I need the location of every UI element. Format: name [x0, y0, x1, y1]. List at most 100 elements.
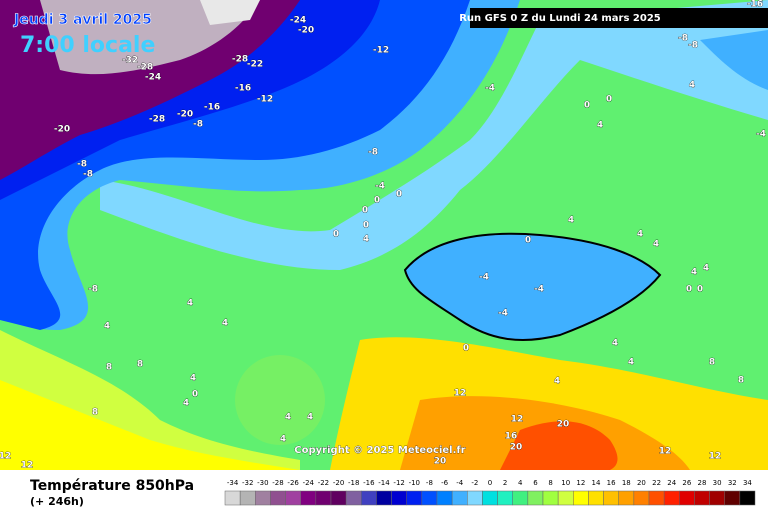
legend-label: -16	[363, 479, 375, 487]
contour-label: -32	[122, 56, 138, 66]
legend-swatch	[330, 490, 347, 506]
contour-label: 4	[568, 216, 574, 226]
legend-label: 10	[561, 479, 570, 487]
contour-label: 0	[584, 101, 590, 111]
contour-label: 4	[628, 358, 634, 368]
contour-label: -8	[688, 41, 698, 51]
contour-label: 0	[362, 206, 368, 216]
contour-label: -16	[235, 84, 251, 94]
legend-swatch	[618, 490, 635, 506]
legend-swatch	[467, 490, 483, 506]
contour-label: -28	[232, 55, 248, 65]
contour-label: 4	[689, 81, 695, 91]
legend-label: 26	[682, 479, 691, 487]
contour-label: -20	[177, 110, 193, 120]
contour-label: -4	[375, 182, 385, 192]
legend-swatch	[648, 490, 665, 506]
legend-swatch	[482, 490, 498, 506]
copyright: Copyright © 2025 Meteociel.fr	[294, 445, 465, 456]
contour-label: -12	[257, 95, 273, 105]
forecast-date: Jeudi 3 avril 2025	[13, 12, 152, 28]
legend-swatch	[436, 490, 453, 506]
legend-swatch	[270, 490, 286, 506]
contour-label: 4	[597, 121, 603, 131]
contour-label: 4	[285, 413, 291, 423]
legend-swatch	[361, 490, 377, 506]
contour-label: -28	[149, 115, 165, 125]
legend-label: 0	[488, 479, 492, 487]
contour-label: 4	[554, 377, 560, 387]
contour-label: 20	[434, 457, 447, 467]
contour-label: -8	[77, 160, 87, 170]
contour-label: -4	[534, 285, 544, 295]
legend-label: 12	[576, 479, 585, 487]
contour-label: -4	[485, 84, 495, 94]
legend-swatch	[527, 490, 544, 506]
contour-label: 12	[454, 389, 467, 399]
legend-label: -34	[227, 479, 239, 487]
contour-label: 16	[505, 432, 518, 442]
legend-label: -32	[242, 479, 253, 487]
legend-swatch	[724, 490, 741, 506]
legend-swatch	[285, 490, 301, 506]
legend-swatch	[255, 490, 271, 506]
legend-swatch	[300, 490, 317, 506]
contour-label: -22	[247, 60, 263, 70]
contour-label: 4	[187, 299, 193, 309]
legend-swatch	[739, 490, 756, 506]
contour-label: -8	[83, 170, 93, 180]
legend-label: 18	[622, 479, 631, 487]
legend-label: -28	[272, 479, 283, 487]
contour-label: 0	[374, 196, 380, 206]
run-info: Run GFS 0 Z du Lundi 24 mars 2025	[459, 13, 661, 24]
legend-swatch	[224, 490, 241, 506]
contour-label: 0	[463, 344, 469, 354]
contour-label: 0	[697, 285, 703, 295]
legend-swatch	[315, 490, 332, 506]
contour-label: 4	[280, 435, 286, 445]
legend-swatch	[345, 490, 362, 506]
contour-label: 4	[637, 230, 643, 240]
contour-label: 0	[363, 221, 369, 231]
legend-label: -20	[333, 479, 344, 487]
contour-label: -4	[479, 273, 489, 283]
footer-title: Température 850hPa	[30, 478, 194, 494]
contour-label: -24	[145, 73, 161, 83]
legend-label: -2	[471, 479, 478, 487]
contour-label: 4	[612, 339, 618, 349]
contour-label: -16	[204, 103, 220, 113]
legend-label: -26	[287, 479, 299, 487]
legend-label: 14	[592, 479, 601, 487]
color-legend: -34 -32 -30 -28 -26 -24 -22 -20 -18 -16 -14 -12 -10-…	[224, 479, 756, 506]
contour-label: 4	[222, 319, 228, 329]
contour-label: 8	[137, 360, 143, 370]
contour-label: 8	[92, 408, 98, 418]
contour-labels: -24-20-12-32-28-24-28-22-16-12-16-20-28-…	[0, 0, 766, 471]
legend-label: -6	[441, 479, 449, 487]
contour-label: -12	[373, 46, 389, 56]
contour-label: -24	[290, 16, 306, 26]
contour-label: -4	[498, 309, 508, 319]
legend-label: -4	[456, 479, 464, 487]
legend-label: -10	[409, 479, 420, 487]
legend-label: 6	[533, 479, 538, 487]
legend-label: 34	[743, 479, 752, 487]
legend-swatch	[391, 490, 407, 506]
contour-label: 12	[0, 452, 11, 462]
legend-label: -14	[378, 479, 390, 487]
contour-label: 12	[511, 415, 524, 425]
contour-label: 4	[183, 399, 189, 409]
contour-label: 8	[738, 376, 744, 386]
contour-label: 20	[557, 420, 570, 430]
contour-label: 0	[525, 236, 531, 246]
legend-label: 2	[503, 479, 507, 487]
legend-label: 32	[728, 479, 737, 487]
contour-label: -8	[678, 34, 688, 44]
legend-swatch	[603, 490, 619, 506]
contour-label: 8	[709, 358, 715, 368]
legend-label: 20	[637, 479, 646, 487]
legend-label: -30	[257, 479, 268, 487]
contour-label: 4	[307, 413, 313, 423]
legend-swatch	[709, 490, 725, 506]
